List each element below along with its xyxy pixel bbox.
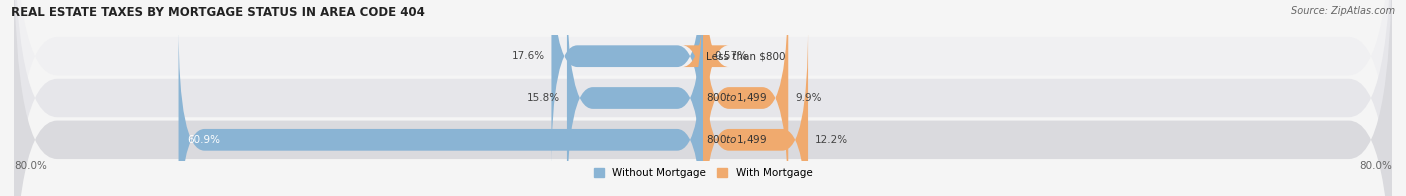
Text: 0.57%: 0.57% xyxy=(714,51,748,61)
FancyBboxPatch shape xyxy=(567,0,703,196)
Text: 80.0%: 80.0% xyxy=(14,161,46,171)
FancyBboxPatch shape xyxy=(551,0,703,171)
FancyBboxPatch shape xyxy=(179,25,703,196)
FancyBboxPatch shape xyxy=(703,25,808,196)
Legend: Without Mortgage, With Mortgage: Without Mortgage, With Mortgage xyxy=(593,168,813,178)
Text: 15.8%: 15.8% xyxy=(527,93,560,103)
Text: Source: ZipAtlas.com: Source: ZipAtlas.com xyxy=(1291,6,1395,16)
FancyBboxPatch shape xyxy=(14,0,1392,196)
Text: $800 to $1,499: $800 to $1,499 xyxy=(706,133,766,146)
FancyBboxPatch shape xyxy=(14,0,1392,196)
Text: 9.9%: 9.9% xyxy=(796,93,821,103)
FancyBboxPatch shape xyxy=(682,0,728,171)
Text: $800 to $1,499: $800 to $1,499 xyxy=(706,92,766,104)
Text: REAL ESTATE TAXES BY MORTGAGE STATUS IN AREA CODE 404: REAL ESTATE TAXES BY MORTGAGE STATUS IN … xyxy=(11,6,425,19)
Text: Less than $800: Less than $800 xyxy=(706,51,785,61)
Text: 12.2%: 12.2% xyxy=(815,135,848,145)
FancyBboxPatch shape xyxy=(703,0,789,196)
Text: 60.9%: 60.9% xyxy=(187,135,221,145)
Text: 80.0%: 80.0% xyxy=(1360,161,1392,171)
Text: 17.6%: 17.6% xyxy=(512,51,544,61)
FancyBboxPatch shape xyxy=(14,0,1392,196)
